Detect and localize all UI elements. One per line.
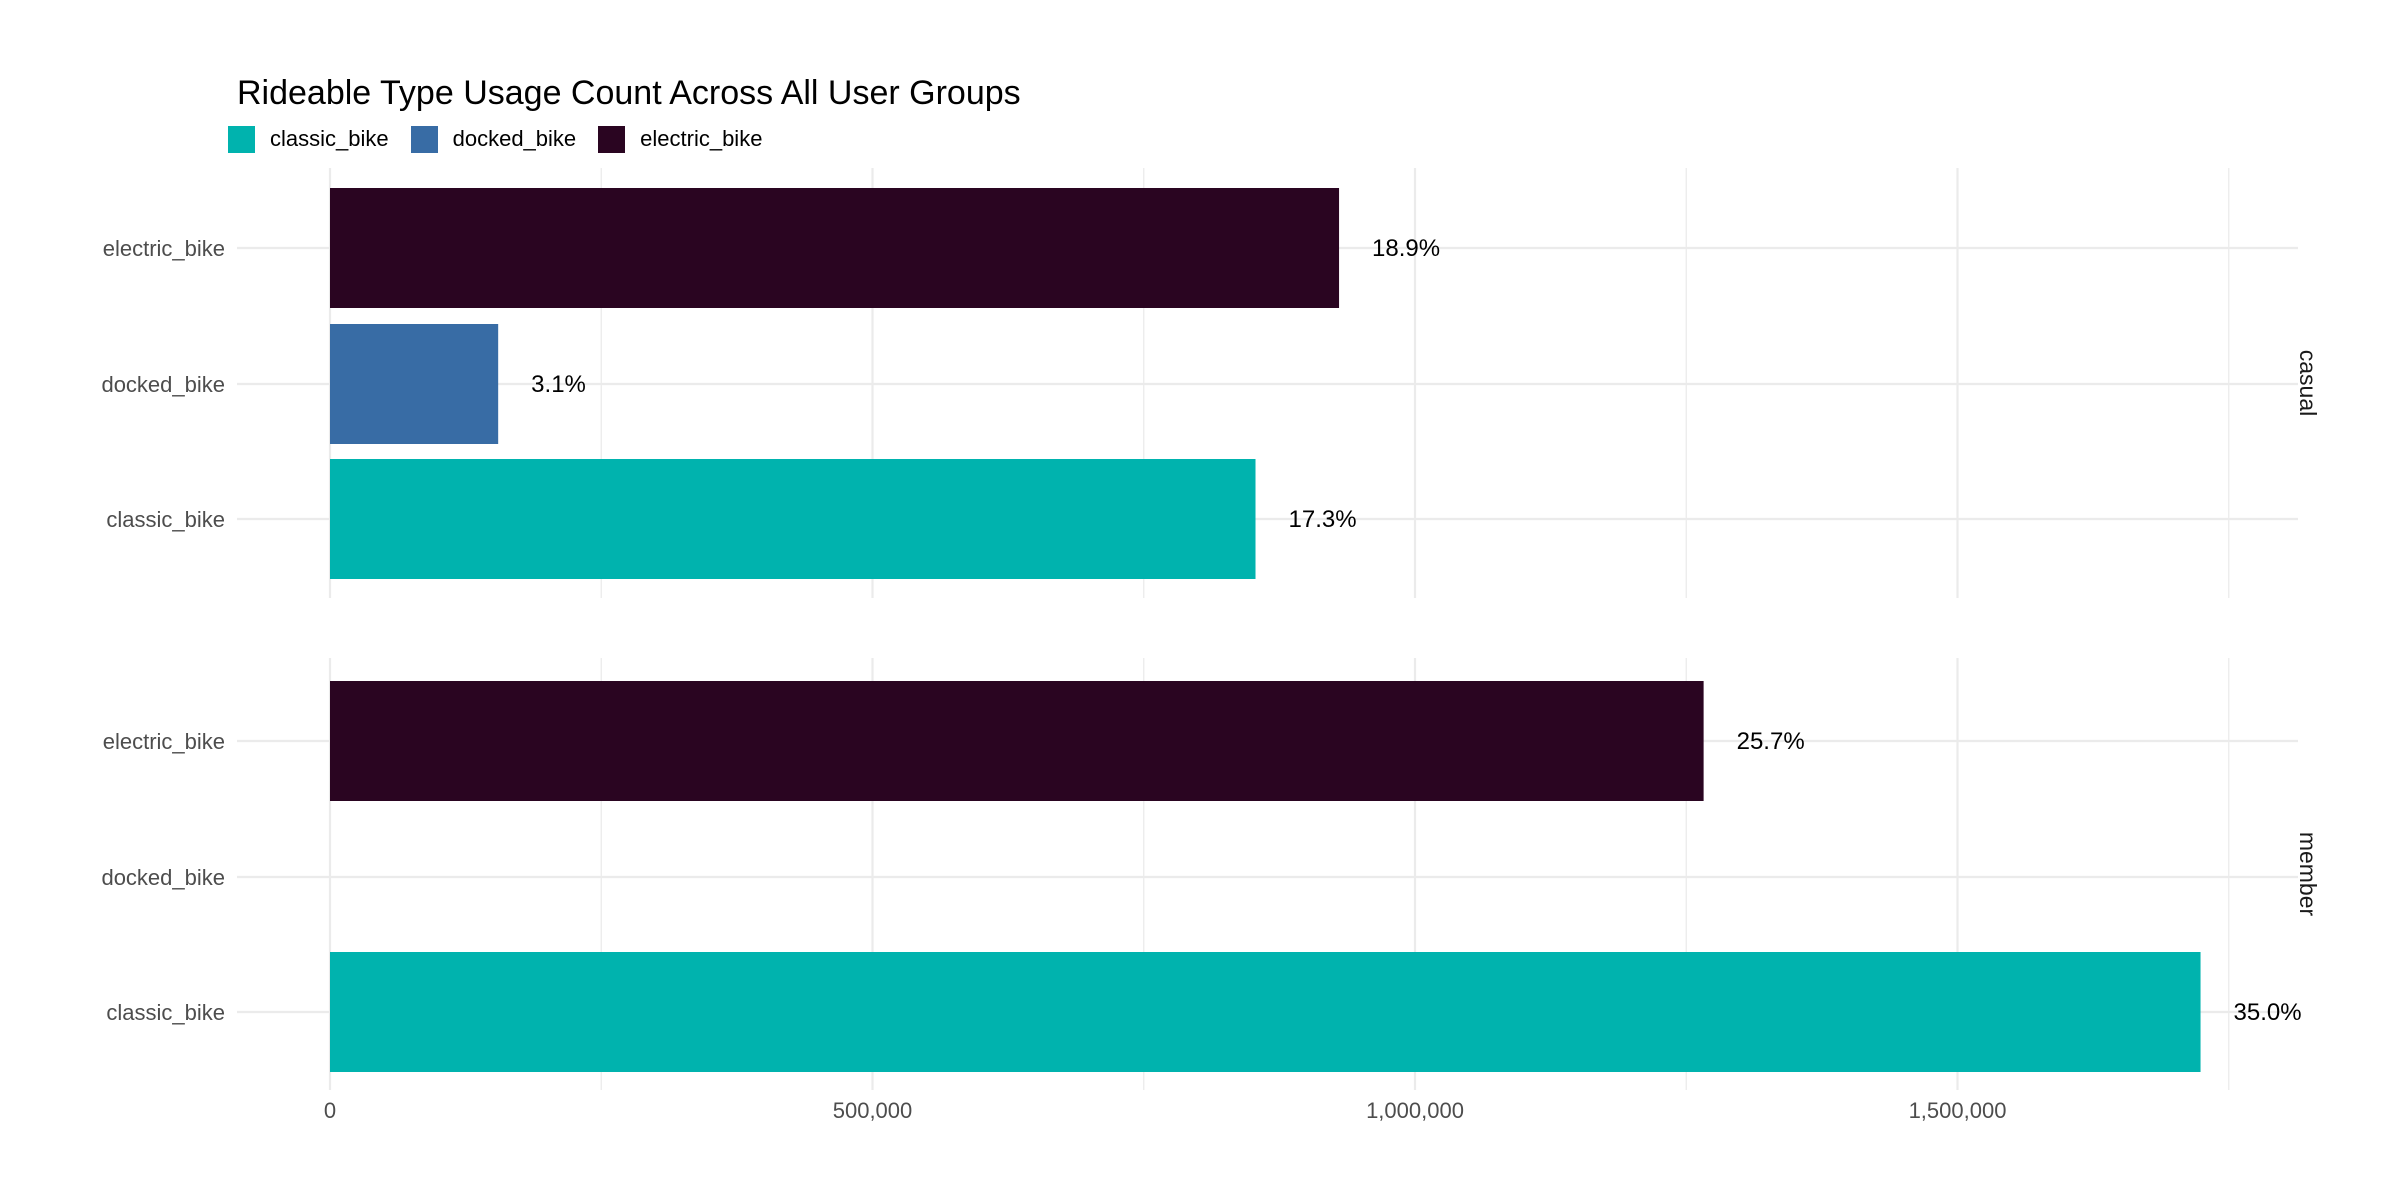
legend-swatch-electric-bike [598,125,626,153]
x-tick-label: 1,000,000 [1366,1098,1464,1123]
legend-swatch-classic-bike [228,125,255,153]
legend-swatch-docked-bike [410,125,438,153]
bar-casual-electric_bike [330,188,1340,308]
category-tick-label: electric_bike [103,236,225,261]
legend-label-docked-bike: docked_bike [452,126,577,151]
category-tick-label: docked_bike [101,372,225,397]
facet-label-casual: casual [2295,350,2321,416]
bar-member-electric_bike [330,681,1704,801]
legend-item-electric-bike: electric_bike [598,125,763,153]
chart-title: Rideable Type Usage Count Across All Use… [237,74,1021,112]
bar-member-classic_bike [330,952,2201,1072]
bar-casual-docked_bike [330,324,499,444]
category-tick-label: classic_bike [106,507,225,532]
legend-label-electric-bike: electric_bike [640,126,763,151]
x-tick-label: 500,000 [833,1098,913,1123]
bar-value-label: 18.9% [1372,235,1440,262]
legend: classic_bike docked_bike electric_bike [228,124,784,154]
facet-label-member: member [2295,832,2321,917]
bar-casual-classic_bike [330,459,1256,579]
legend-item-docked-bike: docked_bike [410,125,577,153]
x-tick-label: 1,500,000 [1909,1098,2007,1123]
bar-value-label: 3.1% [531,371,586,398]
legend-label-classic-bike: classic_bike [270,126,389,151]
x-tick-label: 0 [324,1098,336,1123]
category-tick-label: classic_bike [106,1000,225,1025]
category-tick-label: docked_bike [101,865,225,890]
bar-value-label: 25.7% [1737,728,1805,755]
legend-item-classic-bike: classic_bike [228,125,389,153]
category-tick-label: electric_bike [103,729,225,754]
bar-value-label: 35.0% [2234,999,2302,1026]
bar-value-label: 17.3% [1289,506,1357,533]
